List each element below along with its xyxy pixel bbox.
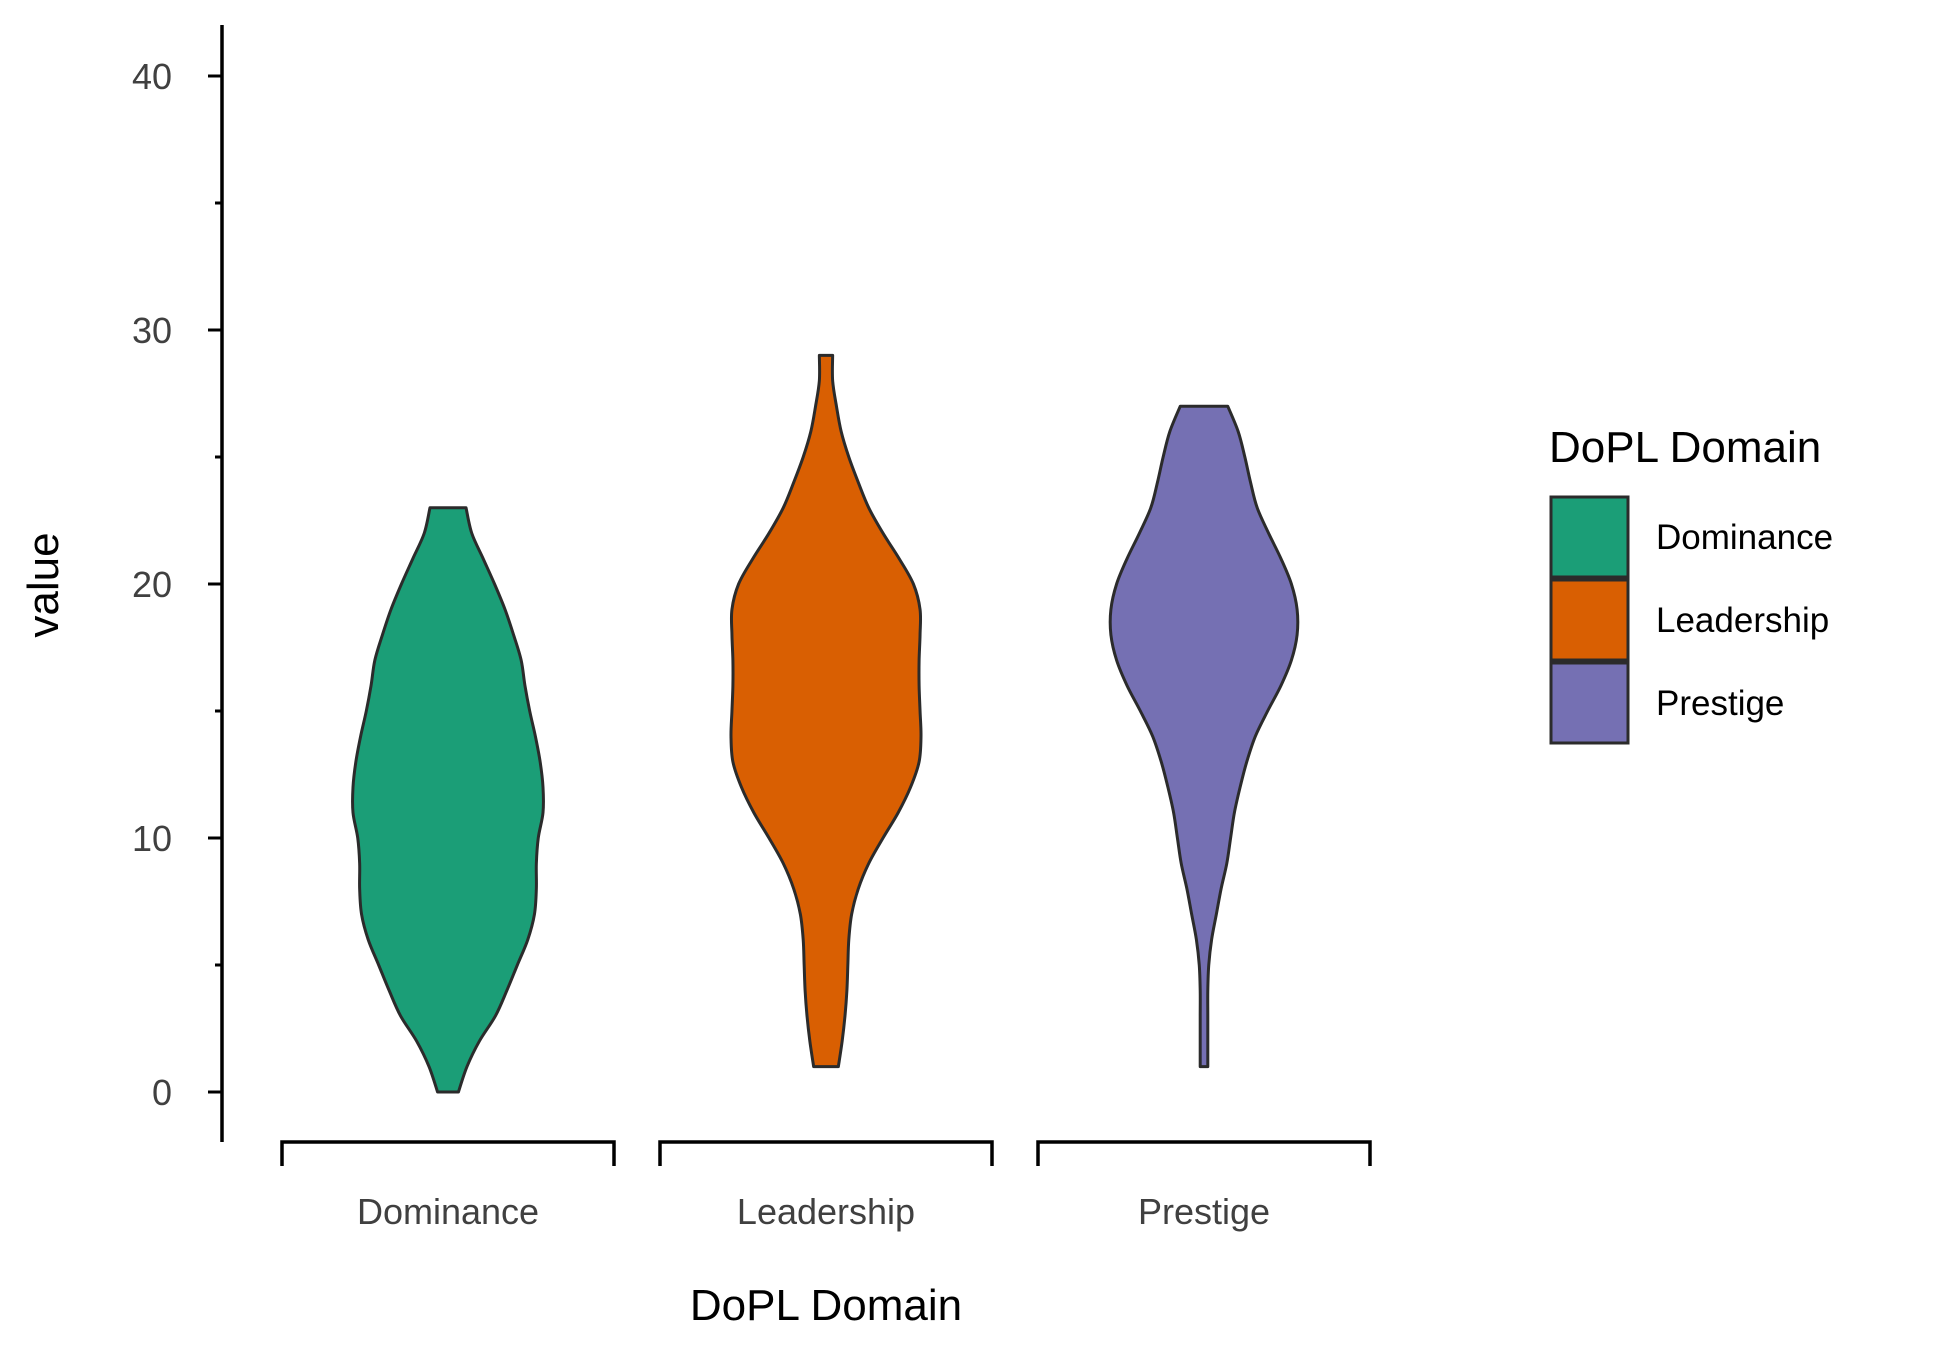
legend-key-dominance	[1549, 495, 1630, 579]
x-axis-bracket	[1036, 1140, 1372, 1166]
x-axis-bracket	[658, 1140, 994, 1166]
violins-layer	[351, 353, 1300, 1094]
x-axis-title: DoPL Domain	[690, 1281, 962, 1330]
x-tick-label: Leadership	[737, 1191, 915, 1232]
legend-label: Dominance	[1656, 518, 1833, 557]
legend-title: DoPL Domain	[1549, 423, 1821, 472]
violin-leadership	[729, 353, 923, 1069]
y-tick-label: 10	[132, 818, 172, 859]
y-tick-label: 30	[132, 310, 172, 351]
y-tick-label: 20	[132, 564, 172, 605]
legend-key-leadership	[1549, 578, 1630, 662]
x-tick-label: Dominance	[357, 1191, 539, 1232]
y-tick-label: 40	[132, 56, 172, 97]
violin-dominance	[351, 506, 545, 1094]
violin-prestige	[1108, 404, 1300, 1069]
y-tick-label: 0	[152, 1072, 172, 1113]
x-tick-label: Prestige	[1138, 1191, 1270, 1232]
legend: DoPL Domain Dominance Leadership Prestige	[1549, 423, 1833, 745]
x-axis: Dominance Leadership Prestige	[280, 1140, 1372, 1232]
y-axis-title: value	[19, 532, 68, 637]
y-axis: 0 10 20 30 40	[132, 25, 224, 1142]
legend-label: Prestige	[1656, 684, 1784, 723]
x-axis-bracket	[280, 1140, 616, 1166]
legend-label: Leadership	[1656, 601, 1829, 640]
legend-key-prestige	[1549, 661, 1630, 745]
